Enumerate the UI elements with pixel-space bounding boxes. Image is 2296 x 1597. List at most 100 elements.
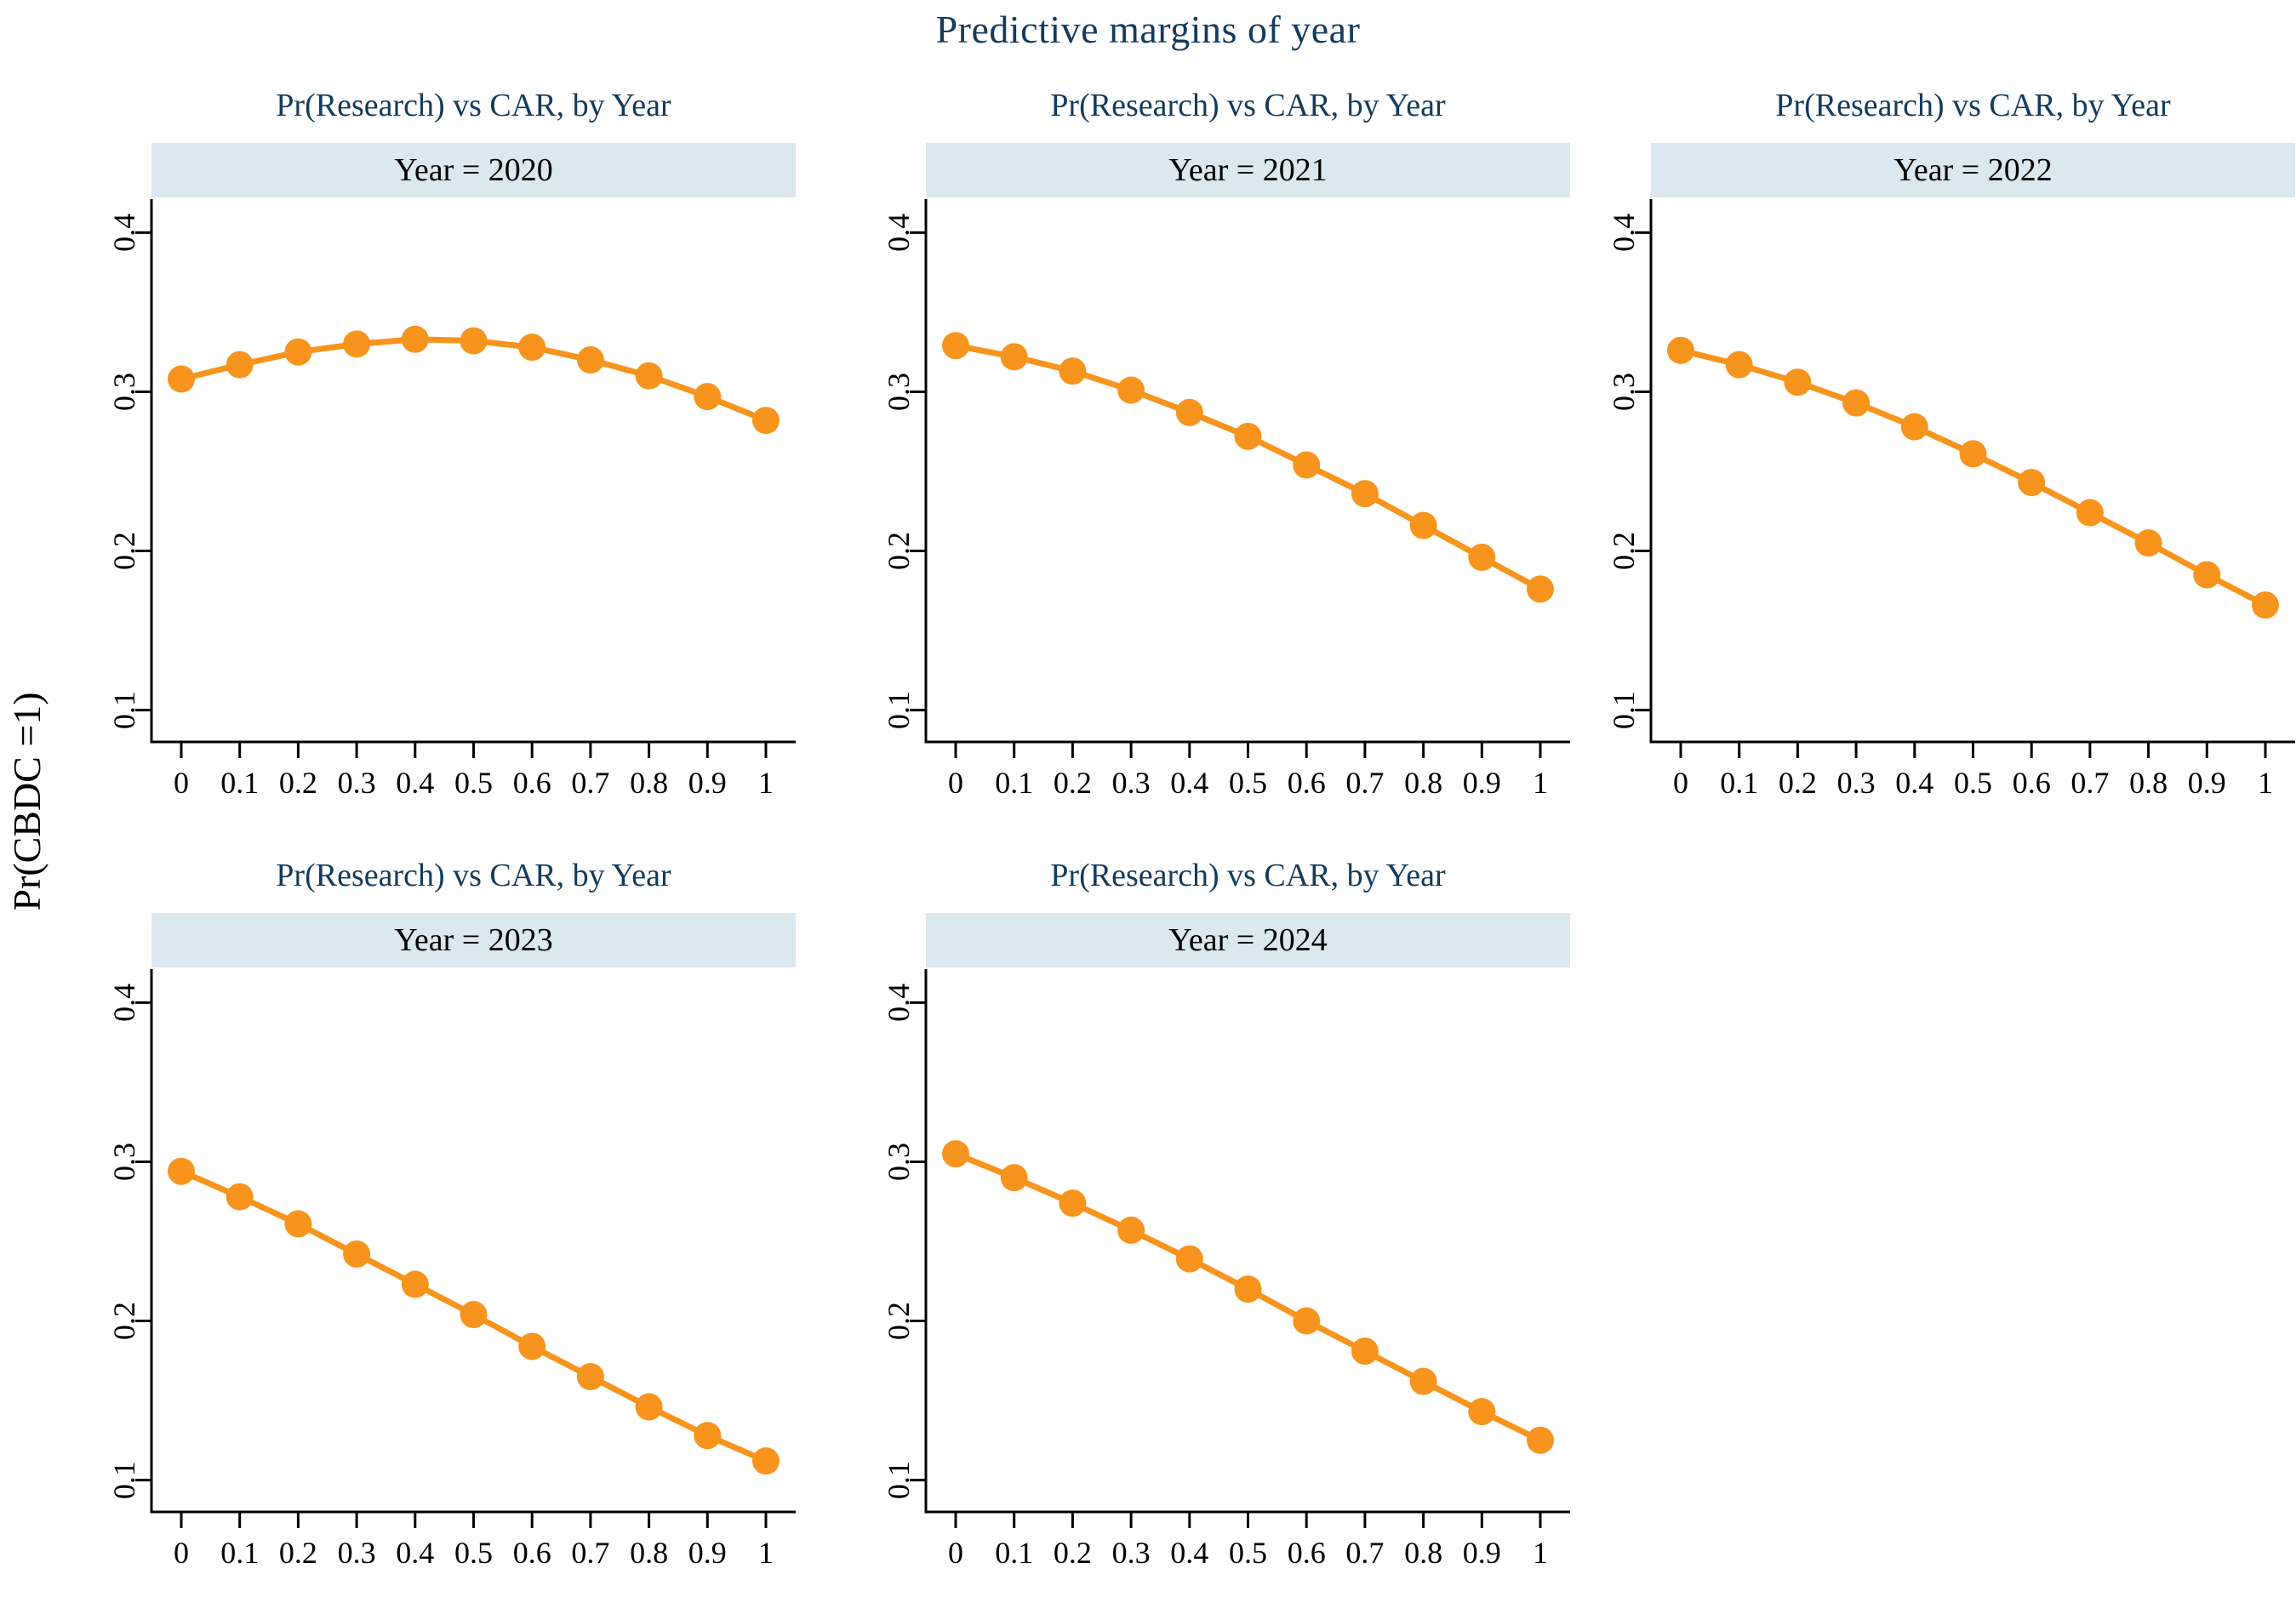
data-point-marker bbox=[2193, 561, 2221, 589]
x-tick-label: 0.3 bbox=[338, 766, 376, 800]
y-tick-label: 0.3 bbox=[1607, 373, 1641, 411]
plot-area-2023: 0.1 0.2 0.3 0.4 0 0.1 0.2 0.3 0.4 0.5 0.6 0.7 0.8 0.9… bbox=[107, 969, 796, 1570]
x-tick-label: 0.2 bbox=[1054, 766, 1092, 800]
data-point-marker bbox=[1293, 451, 1321, 479]
data-point-marker bbox=[576, 1363, 604, 1390]
x-tick-label: 1 bbox=[758, 1536, 774, 1570]
x-tick-label: 0.2 bbox=[1779, 766, 1817, 800]
data-point-marker bbox=[1409, 1367, 1437, 1395]
y-tick-label: 0.3 bbox=[107, 1143, 141, 1181]
x-tick-label: 0.9 bbox=[2188, 766, 2226, 800]
data-point-marker bbox=[518, 1332, 546, 1360]
x-tick-label: 1 bbox=[1533, 1536, 1548, 1570]
x-tick-label: 0.6 bbox=[1288, 1536, 1326, 1570]
x-tick-label: 0.6 bbox=[1288, 766, 1326, 800]
panel-banner: Year = 2020 bbox=[151, 143, 796, 197]
data-point-marker bbox=[460, 1301, 488, 1329]
data-point-marker bbox=[284, 338, 312, 366]
x-tick-label: 0.4 bbox=[396, 1536, 434, 1570]
y-tick-label: 0.1 bbox=[882, 1461, 916, 1499]
data-point-marker bbox=[401, 1270, 429, 1298]
data-point-marker bbox=[942, 1140, 969, 1168]
y-tick-label: 0.3 bbox=[882, 1143, 916, 1181]
y-tick-label: 0.2 bbox=[107, 1302, 141, 1340]
x-tick-label: 0.3 bbox=[1112, 1536, 1151, 1570]
x-tick-label: 0.5 bbox=[1229, 1536, 1267, 1570]
data-point-marker bbox=[2018, 469, 2046, 497]
data-point-marker bbox=[1468, 544, 1496, 572]
x-tick-label: 1 bbox=[758, 766, 774, 800]
data-point-marker bbox=[1234, 422, 1262, 450]
data-point-marker bbox=[1527, 575, 1554, 603]
x-tick-label: 0.1 bbox=[1720, 766, 1758, 800]
data-point-marker bbox=[1725, 351, 1753, 379]
x-tick-label: 0 bbox=[174, 1536, 189, 1570]
x-tick-label: 0.1 bbox=[220, 1536, 259, 1570]
x-tick-label: 0.8 bbox=[1404, 1536, 1442, 1570]
data-point-marker bbox=[1351, 1337, 1379, 1366]
panel-banner-label: Year = 2020 bbox=[394, 152, 553, 188]
data-point-marker bbox=[2076, 499, 2104, 527]
x-tick-label: 0.9 bbox=[1463, 1536, 1501, 1570]
x-tick-label: 0 bbox=[948, 766, 963, 800]
data-point-marker bbox=[2252, 591, 2279, 619]
y-tick-label: 0.2 bbox=[882, 532, 916, 570]
x-tick-label: 0.6 bbox=[513, 766, 551, 800]
y-tick-label: 0.4 bbox=[107, 984, 141, 1022]
data-point-marker bbox=[343, 330, 371, 358]
plot-group: 0.1 0.2 0.3 0.4 0 0.1 0.2 0.3 0.4 0.5 0.6 0.7 0.8 0.9… bbox=[882, 199, 1570, 800]
y-tick-label: 0.2 bbox=[882, 1302, 916, 1340]
x-tick-label: 0.5 bbox=[454, 1536, 493, 1570]
x-tick-label: 0.8 bbox=[2129, 766, 2167, 800]
x-tick-label: 0.8 bbox=[1404, 766, 1442, 800]
x-tick-label: 0.8 bbox=[630, 1536, 668, 1570]
x-tick-label: 0.4 bbox=[1895, 766, 1933, 800]
y-tick-label: 0.3 bbox=[882, 373, 916, 411]
y-tick-label: 0.4 bbox=[107, 214, 141, 252]
x-tick-label: 0.3 bbox=[1837, 766, 1876, 800]
data-point-marker bbox=[518, 334, 546, 362]
y-axis-title: Pr(CBDC =1) bbox=[5, 692, 49, 911]
data-point-marker bbox=[635, 362, 663, 390]
x-tick-label: 0.4 bbox=[396, 766, 434, 800]
data-point-marker bbox=[1000, 1164, 1028, 1192]
panel-year-2021: Pr(Research) vs CAR, by Year Year = 2021… bbox=[875, 87, 1576, 810]
data-point-marker bbox=[694, 1422, 722, 1450]
panel-title: Pr(Research) vs CAR, by Year bbox=[1775, 88, 2171, 123]
x-tick-label: 0.7 bbox=[2070, 766, 2109, 800]
x-tick-label: 0.6 bbox=[513, 1536, 551, 1570]
x-tick-label: 0.5 bbox=[1954, 766, 1992, 800]
x-tick-label: 0.2 bbox=[279, 766, 317, 800]
x-tick-label: 0.1 bbox=[995, 766, 1033, 800]
margins-line bbox=[1677, 347, 2269, 608]
panel-year-2020: Pr(Research) vs CAR, by Year Year = 2020… bbox=[100, 87, 802, 810]
plot-area-2020: 0.1 0.2 0.3 0.4 0 0.1 0.2 0.3 0.4 0.5 0.6 0.7 0.8 0.9… bbox=[107, 199, 796, 800]
panel-banner-label: Year = 2023 bbox=[394, 922, 553, 958]
x-tick-label: 0.9 bbox=[1463, 766, 1501, 800]
data-point-marker bbox=[343, 1240, 371, 1268]
y-tick-label: 0.4 bbox=[882, 984, 916, 1022]
plot-group: 0.1 0.2 0.3 0.4 0 0.1 0.2 0.3 0.4 0.5 0.6 0.7 0.8 0.9… bbox=[107, 199, 796, 800]
y-tick-label: 0.1 bbox=[107, 1461, 141, 1499]
x-tick-label: 0.9 bbox=[688, 766, 727, 800]
x-tick-label: 0.7 bbox=[1345, 766, 1384, 800]
panel-banner-label: Year = 2024 bbox=[1168, 922, 1328, 958]
data-point-marker bbox=[2134, 529, 2162, 557]
panel-banner: Year = 2021 bbox=[926, 143, 1570, 197]
data-point-marker bbox=[1409, 511, 1437, 539]
x-tick-label: 0.6 bbox=[2013, 766, 2051, 800]
plot-area-2024: 0.1 0.2 0.3 0.4 0 0.1 0.2 0.3 0.4 0.5 0.6 0.7 0.8 0.9… bbox=[882, 969, 1570, 1570]
data-point-marker bbox=[1468, 1398, 1496, 1426]
data-point-marker bbox=[752, 407, 780, 435]
data-point-marker bbox=[1667, 336, 1694, 364]
x-tick-label: 1 bbox=[2258, 766, 2273, 800]
panel-banner: Year = 2022 bbox=[1651, 143, 2295, 197]
data-point-marker bbox=[1293, 1307, 1321, 1335]
panel-title: Pr(Research) vs CAR, by Year bbox=[1050, 858, 1446, 893]
x-tick-label: 0.7 bbox=[571, 766, 609, 800]
data-point-marker bbox=[1527, 1426, 1554, 1454]
y-tick-label: 0.4 bbox=[882, 214, 916, 252]
data-point-marker bbox=[1234, 1275, 1262, 1303]
data-point-marker bbox=[401, 325, 429, 353]
